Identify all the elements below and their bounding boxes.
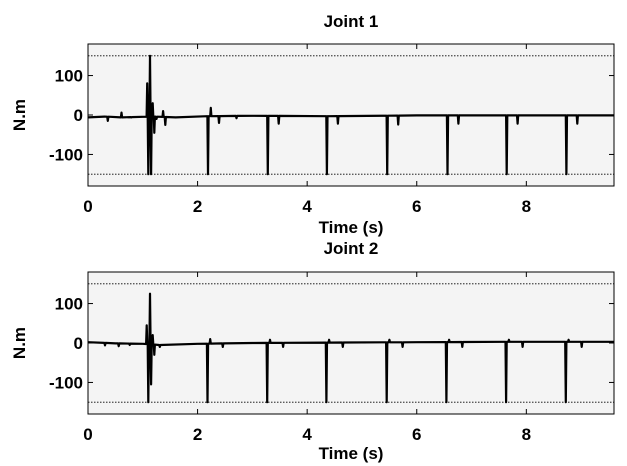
- chart-joint-1: 0 2 4 6 8 100 0 -100 Joint 1 Time (s) N.m: [10, 12, 615, 237]
- chart-title: Joint 1: [324, 12, 379, 31]
- chart-joint-2: 0 2 4 6 8 100 0 -100 Joint 2 Time (s) N.m: [10, 239, 615, 463]
- y-tick-label: 0: [74, 106, 83, 125]
- x-tick-label: 0: [83, 197, 92, 216]
- x-axis-label: Time (s): [319, 444, 384, 463]
- x-tick-label: 4: [302, 197, 312, 216]
- x-tick-label: 0: [83, 425, 92, 444]
- x-tick-label: 6: [412, 197, 421, 216]
- y-tick-label: 100: [55, 295, 83, 314]
- x-tick-label: 2: [193, 425, 202, 444]
- x-tick-label: 8: [522, 425, 531, 444]
- x-tick-label: 2: [193, 197, 202, 216]
- chart-title: Joint 2: [324, 239, 379, 258]
- y-tick-label: -100: [49, 145, 83, 164]
- x-tick-label: 4: [302, 425, 312, 444]
- x-tick-label: 6: [412, 425, 421, 444]
- x-tick-label: 8: [522, 197, 531, 216]
- y-tick-label: 0: [74, 334, 83, 353]
- series-line: [87, 54, 614, 176]
- series-line: [87, 292, 614, 404]
- y-axis-label: N.m: [10, 327, 29, 359]
- y-axis-label: N.m: [10, 99, 29, 131]
- y-tick-label: 100: [55, 67, 83, 86]
- y-tick-label: -100: [49, 373, 83, 392]
- x-axis-label: Time (s): [319, 218, 384, 237]
